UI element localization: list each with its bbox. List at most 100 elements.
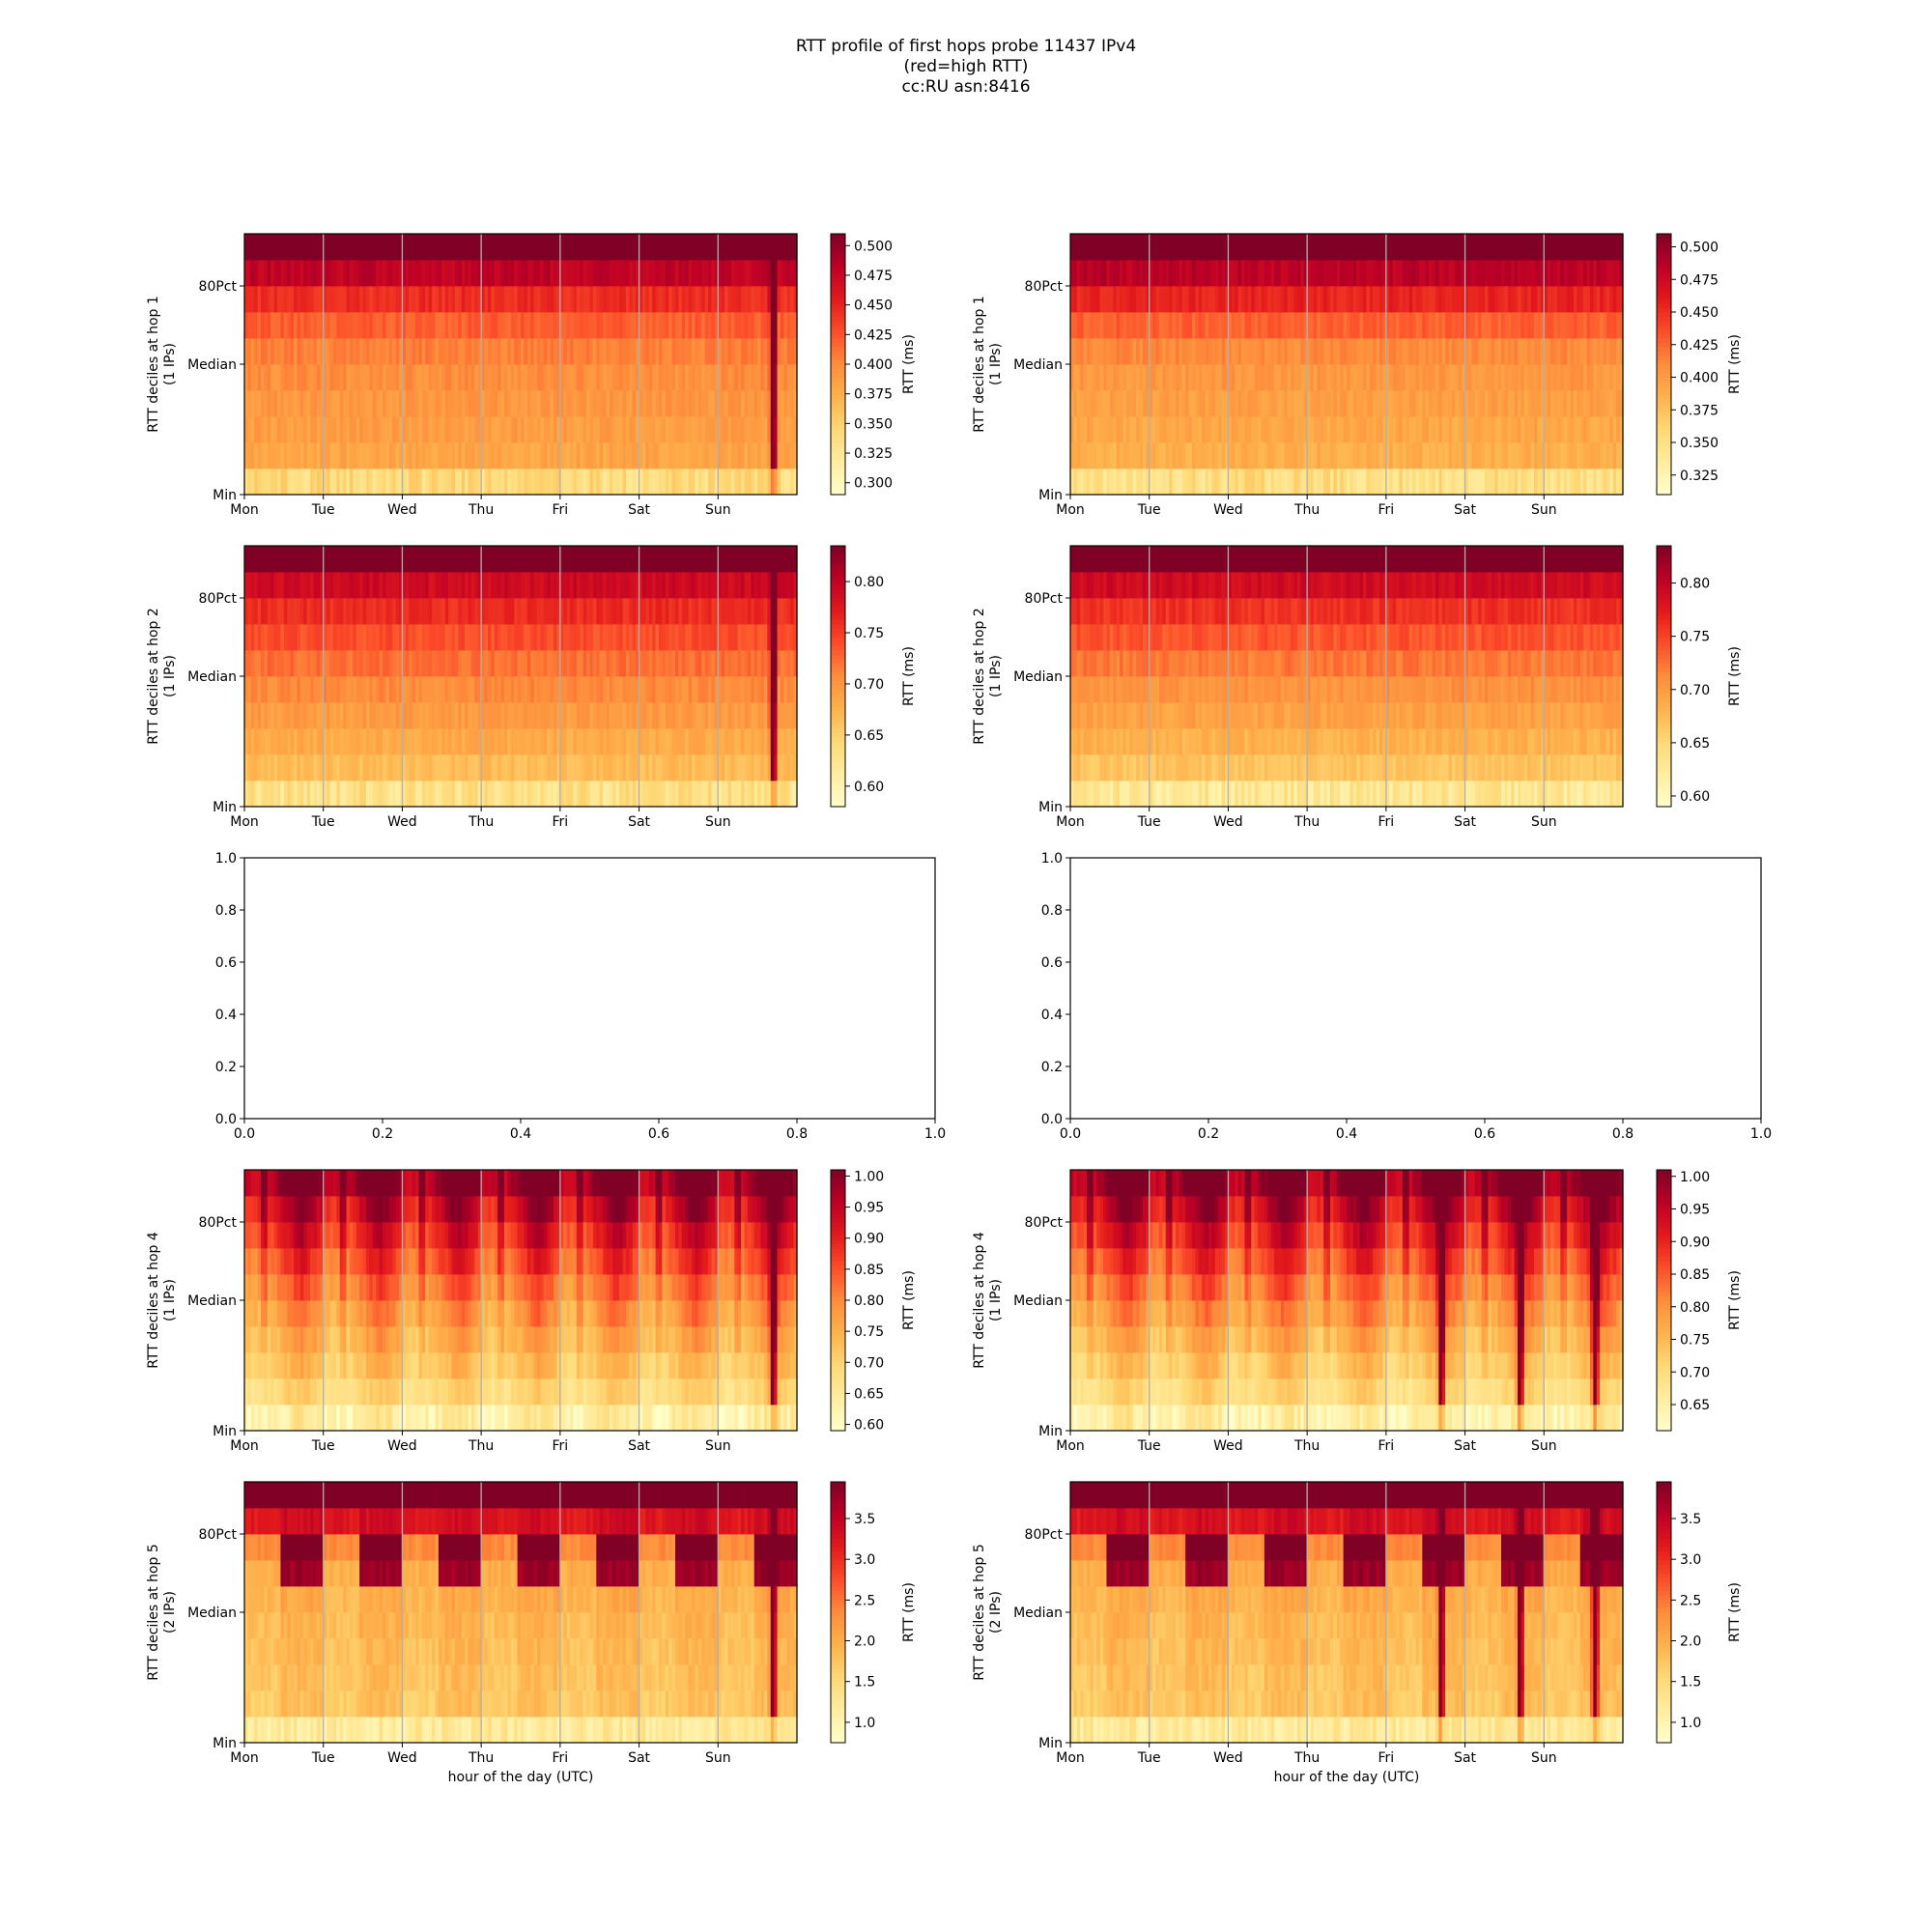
heatmap-cell	[409, 754, 413, 781]
heatmap-cell	[1570, 338, 1575, 365]
heatmap-cell	[290, 754, 295, 781]
heatmap-cell	[369, 598, 374, 625]
colorbar-swatch	[831, 342, 845, 348]
heatmap-cell	[641, 598, 646, 625]
heatmap-cell	[1211, 286, 1216, 313]
heatmap-cell	[494, 676, 498, 703]
heatmap-cell	[1277, 234, 1282, 261]
heatmap-cell	[1441, 260, 1446, 287]
heatmap-cell	[556, 781, 561, 808]
heatmap-cell	[1422, 390, 1427, 417]
heatmap-cell	[1432, 338, 1436, 365]
heatmap-cell	[1083, 338, 1088, 365]
heatmap-cell	[1583, 469, 1588, 496]
title-line-2: (red=high RTT)	[903, 57, 1029, 76]
heatmap-cell	[1556, 286, 1561, 313]
heatmap-cell	[1336, 312, 1341, 339]
heatmap-cell	[1323, 260, 1328, 287]
heatmap-cell	[1537, 234, 1542, 261]
heatmap-cell	[1523, 364, 1528, 391]
heatmap-cell	[1070, 338, 1075, 365]
heatmap-cell	[435, 650, 440, 677]
heatmap-cell	[576, 312, 581, 339]
heatmap-cell	[316, 676, 321, 703]
heatmap-cell	[697, 624, 702, 651]
heatmap-cell	[1589, 260, 1594, 287]
heatmap-cell	[306, 416, 311, 443]
heatmap-cell	[1076, 442, 1081, 469]
heatmap-cell	[1336, 416, 1341, 443]
heatmap-cell	[428, 728, 433, 755]
heatmap-cell	[379, 442, 384, 469]
heatmap-cell	[688, 572, 693, 599]
heatmap-cell	[629, 650, 634, 677]
heatmap-cell	[303, 234, 308, 261]
heatmap-cell	[273, 286, 278, 313]
heatmap-cell	[332, 364, 337, 391]
heatmap-cell	[671, 234, 676, 261]
heatmap-cell	[1462, 469, 1466, 496]
heatmap-cell	[1303, 234, 1308, 261]
heatmap-cell	[376, 650, 381, 677]
heatmap-cell	[1497, 364, 1502, 391]
heatmap-cell	[1152, 442, 1157, 469]
heatmap-cell	[1080, 234, 1085, 261]
heatmap-cell	[580, 286, 584, 313]
heatmap-cell	[503, 260, 508, 287]
heatmap-cell	[432, 338, 437, 365]
heatmap-cell	[695, 338, 699, 365]
heatmap-cell	[500, 260, 505, 287]
heatmap-cell	[1231, 416, 1236, 443]
heatmap-cell	[1603, 286, 1607, 313]
heatmap-cell	[1158, 338, 1163, 365]
heatmap-cell	[524, 650, 528, 677]
heatmap-cell	[625, 338, 630, 365]
heatmap-cell	[1310, 469, 1315, 496]
heatmap-cell	[1296, 469, 1301, 496]
heatmap-cell	[503, 572, 508, 599]
heatmap-cell	[780, 416, 784, 443]
heatmap-cell	[1488, 338, 1492, 365]
heatmap-cell	[1570, 286, 1575, 313]
heatmap-cell	[383, 312, 387, 339]
heatmap-cell	[675, 546, 680, 573]
heatmap-cell	[359, 364, 364, 391]
heatmap-cell	[1435, 338, 1439, 365]
heatmap-cell	[1609, 390, 1614, 417]
heatmap-cell	[1467, 442, 1472, 469]
heatmap-cell	[372, 754, 377, 781]
heatmap-cell	[1317, 260, 1321, 287]
heatmap-cell	[385, 650, 390, 677]
heatmap-cell	[659, 312, 664, 339]
heatmap-cell	[339, 546, 344, 573]
heatmap-cell	[399, 416, 404, 443]
heatmap-cell	[468, 781, 472, 808]
heatmap-cell	[503, 754, 508, 781]
heatmap-cell	[668, 338, 673, 365]
heatmap-cell	[697, 416, 702, 443]
heatmap-cell	[418, 312, 423, 339]
heatmap-cell	[1605, 312, 1610, 339]
heatmap-cell	[336, 676, 341, 703]
heatmap-cell	[606, 260, 611, 287]
heatmap-cell	[692, 234, 696, 261]
heatmap-cell	[1070, 442, 1075, 469]
heatmap-cell	[451, 469, 456, 496]
heatmap-cell	[376, 234, 381, 261]
colorbar-tick-label: 0.425	[1680, 338, 1719, 354]
heatmap-cell	[648, 676, 653, 703]
heatmap-cell	[580, 728, 584, 755]
heatmap-cell	[1090, 364, 1094, 391]
heatmap-cell	[359, 442, 364, 469]
heatmap-cell	[757, 286, 762, 313]
heatmap-cell	[383, 546, 387, 573]
heatmap-cell	[1520, 416, 1525, 443]
heatmap-cell	[767, 416, 772, 443]
heatmap-cell	[1106, 260, 1111, 287]
heatmap-cell	[316, 781, 321, 808]
heatmap-cell	[290, 312, 295, 339]
heatmap-cell	[1073, 364, 1078, 391]
heatmap-cell	[681, 781, 686, 808]
heatmap-cell	[280, 442, 285, 469]
heatmap-cell	[645, 338, 650, 365]
